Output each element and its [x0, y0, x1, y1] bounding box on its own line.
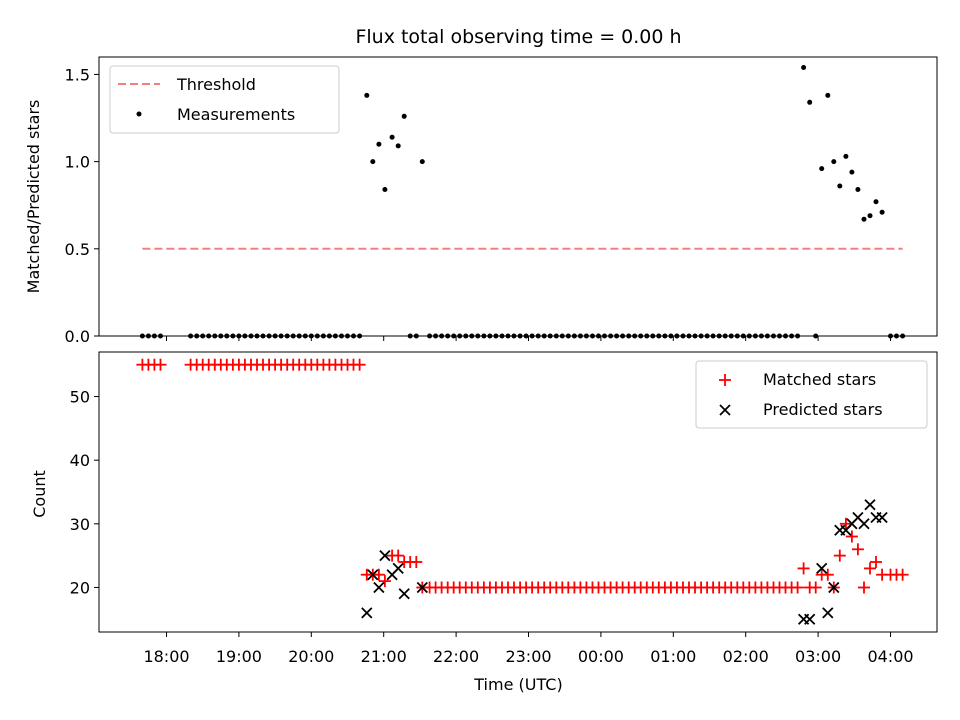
legend-predicted-label: Predicted stars	[763, 400, 883, 419]
predicted-star-point-5	[392, 562, 404, 575]
ratio-legend: Threshold Measurements	[109, 65, 340, 134]
ratio-y-tick-label-1: 0.5	[65, 240, 90, 259]
matched-star-point-32	[353, 358, 366, 371]
x-tick-label-9: 03:00	[795, 647, 841, 666]
matched-star-point-105	[797, 562, 810, 575]
predicted-star-point-0	[361, 607, 373, 619]
count-y-axis: 20 30 40 50	[70, 388, 99, 597]
count-legend-box	[695, 360, 928, 429]
measurement-point-108	[819, 166, 825, 172]
predicted-star-point-11	[822, 607, 834, 619]
measurement-point-39	[401, 113, 407, 119]
matched-star-point-104	[791, 581, 804, 594]
ratio-y-tick-label-3: 1.5	[65, 65, 90, 84]
predicted-star-point-7	[416, 581, 428, 594]
count-legend: Matched stars Predicted stars	[695, 360, 928, 429]
predicted-star-point-18	[864, 499, 876, 511]
matched-star-point-109	[821, 568, 834, 581]
matched-star-point-112	[839, 517, 852, 530]
ratio-x-ticks	[166, 336, 891, 341]
count-y-tick-label-2: 40	[70, 451, 90, 470]
x-tick-label-8: 02:00	[723, 647, 769, 666]
measurement-point-34	[370, 159, 376, 165]
predicted-star-point-12	[828, 581, 840, 594]
legend-predicted-swatch	[719, 404, 731, 416]
matched-star-point-107	[809, 581, 822, 594]
measurement-point-106	[807, 99, 813, 105]
legend-matched-swatch	[719, 374, 731, 386]
count-plot: 20 30 40 50 18:00 19:00 20:00 21:00 22:00 23:00 0…	[30, 351, 938, 694]
count-y-axis-label: Count	[30, 470, 49, 518]
matched-star-point-111	[833, 549, 846, 562]
count-y-tick-label-3: 50	[70, 388, 90, 407]
ratio-y-axis-label: Matched/Predicted stars	[24, 100, 43, 294]
ratio-plot: 0.0 0.5 1.0 1.5 Matched/Predicted stars Thr…	[24, 56, 938, 346]
matched-star-point-113	[845, 530, 858, 543]
matched-star-point-121	[896, 568, 909, 581]
predicted-star-point-10	[816, 562, 828, 575]
measurement-point-112	[843, 153, 849, 159]
legend-measurements-swatch	[136, 111, 142, 117]
ratio-plot-frame	[98, 56, 938, 337]
measurement-point-109	[825, 92, 831, 98]
legend-measurements-label: Measurements	[177, 105, 295, 124]
x-tick-label-0: 18:00	[143, 647, 189, 666]
measurement-point-42	[419, 159, 425, 165]
x-tick-label-7: 01:00	[650, 647, 696, 666]
measurement-point-36	[382, 187, 388, 192]
x-tick-label-2: 20:00	[288, 647, 334, 666]
matched-star-point-115	[858, 581, 870, 594]
count-y-tick-label-1: 30	[70, 515, 90, 534]
measurement-point-115	[861, 216, 867, 222]
legend-matched-label: Matched stars	[763, 370, 876, 389]
predicted-star-point-6	[398, 588, 410, 600]
measurement-point-110	[831, 159, 837, 165]
x-tick-label-6: 00:00	[578, 647, 624, 666]
count-y-tick-label-0: 20	[70, 578, 90, 597]
measurement-point-38	[395, 143, 401, 149]
matched-stars-points	[136, 358, 909, 594]
measurement-point-105	[801, 65, 807, 70]
predicted-star-point-9	[804, 613, 816, 625]
matched-star-point-3	[154, 358, 167, 371]
predicted-star-point-3	[379, 549, 391, 562]
measurement-point-37	[389, 134, 395, 140]
x-tick-label-4: 22:00	[433, 647, 479, 666]
x-tick-label-5: 23:00	[505, 647, 551, 666]
matched-star-point-41	[410, 556, 423, 568]
predicted-stars-points	[361, 499, 888, 625]
ratio-y-axis: 0.0 0.5 1.0 1.5	[65, 65, 99, 346]
measurement-point-35	[376, 141, 382, 147]
measurement-point-117	[873, 199, 879, 205]
matched-star-point-114	[851, 543, 864, 556]
predicted-star-point-20	[876, 511, 888, 524]
predicted-star-point-1	[367, 569, 379, 581]
x-tick-label-3: 21:00	[361, 647, 407, 666]
ratio-y-tick-label-0: 0.0	[65, 327, 90, 346]
chart-title: Flux total observing time = 0.00 h	[355, 26, 681, 48]
matched-star-point-116	[864, 562, 876, 575]
measurement-point-114	[855, 187, 861, 192]
measurement-point-33	[364, 92, 370, 98]
count-x-axis: 18:00 19:00 20:00 21:00 22:00 23:00 00:00 01:00…	[143, 632, 914, 666]
count-plot-frame	[98, 351, 938, 633]
measurement-point-118	[879, 209, 885, 215]
matched-star-point-35	[372, 568, 385, 581]
measurement-point-116	[867, 213, 873, 219]
matched-star-point-36	[378, 575, 391, 588]
x-axis-label: Time (UTC)	[473, 675, 562, 694]
ratio-y-tick-label-2: 1.0	[65, 153, 90, 172]
legend-threshold-label: Threshold	[176, 75, 256, 94]
matched-star-point-117	[870, 556, 882, 568]
measurement-point-113	[849, 169, 855, 175]
matched-star-point-38	[392, 549, 405, 562]
predicted-star-point-2	[373, 581, 385, 594]
measurement-point-111	[837, 183, 843, 189]
x-tick-label-10: 04:00	[867, 647, 913, 666]
x-tick-label-1: 19:00	[216, 647, 262, 666]
ratio-legend-box	[109, 65, 340, 134]
predicted-star-point-17	[858, 518, 870, 530]
